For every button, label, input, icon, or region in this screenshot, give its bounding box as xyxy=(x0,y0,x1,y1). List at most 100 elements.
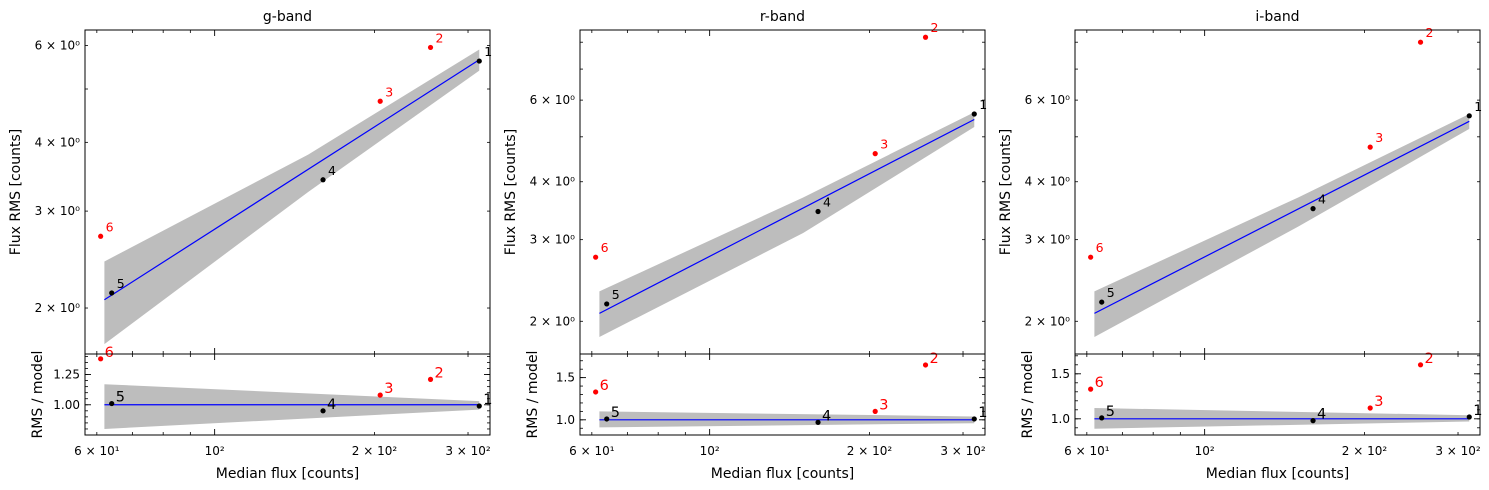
y-tick-label: 1.00 xyxy=(53,398,80,412)
ratio-label-3: 3 xyxy=(1374,394,1383,410)
y-tick-label: 6 × 10⁰ xyxy=(530,93,576,107)
data-point-2 xyxy=(1417,39,1424,45)
ratio-point-1 xyxy=(971,416,977,422)
y-tick-label: 3 × 10⁰ xyxy=(1025,233,1071,247)
x-tick-label: 10² xyxy=(205,444,225,458)
ratio-point-5 xyxy=(1099,415,1105,421)
point-label-6: 6 xyxy=(1096,240,1104,255)
data-point-6 xyxy=(98,233,104,239)
ratio-point-5 xyxy=(109,400,115,407)
ratio-label-1: 1 xyxy=(483,392,492,408)
ratio-label-5: 5 xyxy=(611,405,620,421)
chart-title: g-band xyxy=(263,9,312,25)
data-point-1 xyxy=(1466,113,1472,119)
point-label-4: 4 xyxy=(1318,192,1326,207)
point-label-3: 3 xyxy=(385,84,393,99)
ratio-point-4 xyxy=(815,419,821,425)
data-point-4 xyxy=(320,177,326,183)
data-point-4 xyxy=(1310,206,1316,212)
y-tick-label: 6 × 10⁰ xyxy=(35,38,81,52)
point-label-5: 5 xyxy=(612,287,620,302)
point-label-3: 3 xyxy=(1375,130,1383,145)
ratio-label-6: 6 xyxy=(1095,375,1104,391)
ratio-label-2: 2 xyxy=(435,365,444,381)
point-label-6: 6 xyxy=(601,240,609,255)
y-tick-label: 1.5 xyxy=(1051,367,1070,381)
fit-line xyxy=(1094,120,1470,314)
ratio-point-6 xyxy=(593,389,599,395)
fit-line xyxy=(104,59,480,301)
x-tick-label: 6 × 10¹ xyxy=(1064,444,1110,458)
ratio-label-5: 5 xyxy=(116,390,125,406)
ratio-label-3: 3 xyxy=(879,397,888,413)
y-tick-label: 3 × 10⁰ xyxy=(530,233,576,247)
y-axis-label-top: Flux RMS [counts] xyxy=(8,129,24,255)
ratio-point-4 xyxy=(1310,418,1316,424)
point-label-1: 1 xyxy=(484,44,492,59)
ratio-label-6: 6 xyxy=(600,378,609,394)
ratio-point-4 xyxy=(320,408,326,414)
x-tick-label: 2 × 10² xyxy=(1342,444,1388,458)
x-axis-label: Median flux [counts] xyxy=(216,466,360,482)
x-tick-label: 2 × 10² xyxy=(847,444,893,458)
point-label-5: 5 xyxy=(117,276,125,291)
data-point-6 xyxy=(1088,254,1094,260)
y-tick-label: 2 × 10⁰ xyxy=(530,314,576,328)
chart-title: i-band xyxy=(1255,9,1299,25)
x-tick-label: 6 × 10¹ xyxy=(569,444,615,458)
y-tick-label: 2 × 10⁰ xyxy=(1025,314,1071,328)
ratio-point-6 xyxy=(1088,386,1094,392)
confidence-band xyxy=(1094,114,1470,337)
point-label-2: 2 xyxy=(1426,25,1434,40)
y-axis-label-bottom: RMS / model xyxy=(525,351,541,439)
x-tick-label: 3 × 10² xyxy=(1435,444,1481,458)
point-label-2: 2 xyxy=(931,20,939,35)
y-tick-label: 1.25 xyxy=(53,368,80,382)
x-tick-label: 10² xyxy=(1195,444,1215,458)
y-tick-label: 1.0 xyxy=(1051,412,1070,426)
y-tick-label: 2 × 10⁰ xyxy=(35,301,81,315)
ratio-point-2 xyxy=(427,376,434,382)
ratio-label-4: 4 xyxy=(822,408,831,424)
ratio-label-5: 5 xyxy=(1106,404,1115,420)
y-tick-label: 3 × 10⁰ xyxy=(35,204,81,218)
bottom-axes-frame xyxy=(1074,353,1481,436)
confidence-band xyxy=(599,112,975,337)
confidence-band xyxy=(104,49,480,345)
x-tick-label: 10² xyxy=(700,444,720,458)
data-point-1 xyxy=(971,111,977,117)
data-point-6 xyxy=(593,254,599,260)
fit-line xyxy=(599,118,975,314)
x-tick-label: 6 × 10¹ xyxy=(74,444,120,458)
y-tick-label: 4 × 10⁰ xyxy=(35,135,81,149)
point-label-2: 2 xyxy=(436,30,444,45)
ratio-label-2: 2 xyxy=(930,351,939,367)
ratio-point-3 xyxy=(872,408,878,414)
point-label-1: 1 xyxy=(979,97,987,112)
data-point-3 xyxy=(872,151,878,157)
data-point-2 xyxy=(922,34,929,40)
ratio-point-1 xyxy=(1466,414,1472,420)
data-point-5 xyxy=(109,290,115,296)
point-label-6: 6 xyxy=(106,219,114,234)
point-label-4: 4 xyxy=(328,163,336,178)
ratio-label-6: 6 xyxy=(105,345,114,361)
ratio-point-2 xyxy=(1417,362,1424,368)
data-point-3 xyxy=(377,98,383,104)
y-tick-label: 1.5 xyxy=(556,371,575,385)
data-point-5 xyxy=(604,301,610,307)
x-axis-label: Median flux [counts] xyxy=(711,466,855,482)
ratio-label-4: 4 xyxy=(327,397,336,413)
ratio-label-4: 4 xyxy=(1317,407,1326,423)
ratio-point-5 xyxy=(604,416,610,422)
x-tick-label: 3 × 10² xyxy=(445,444,491,458)
ratio-point-1 xyxy=(476,403,482,409)
ratio-point-3 xyxy=(377,392,383,398)
data-point-5 xyxy=(1099,299,1105,305)
data-point-1 xyxy=(476,58,482,64)
y-axis-label-top: Flux RMS [counts] xyxy=(998,129,1014,255)
ratio-point-2 xyxy=(922,362,929,368)
y-tick-label: 1.0 xyxy=(556,413,575,427)
